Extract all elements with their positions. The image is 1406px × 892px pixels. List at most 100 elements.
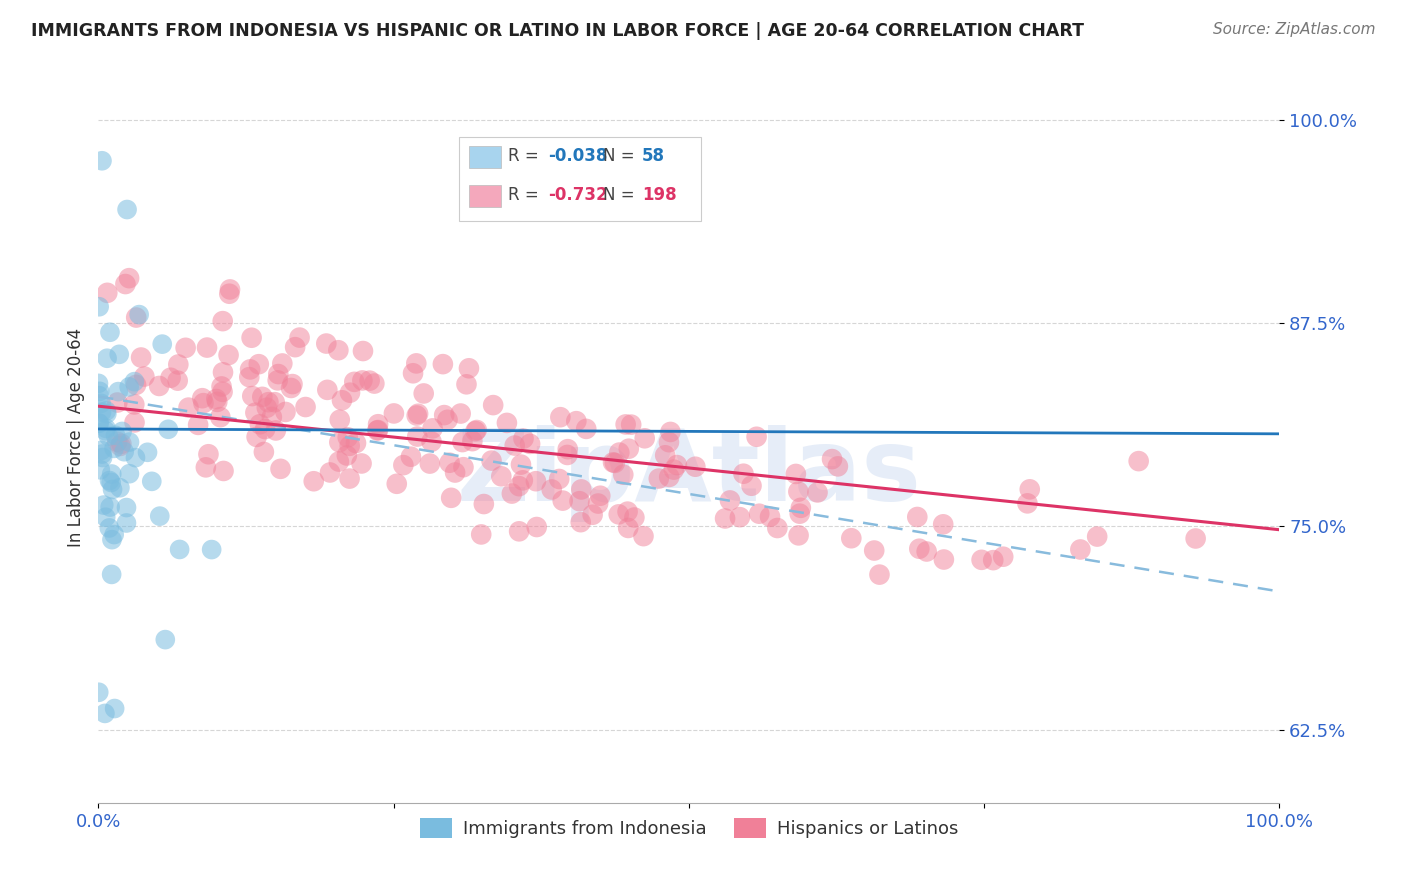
Point — [524, 474, 547, 488]
Point — [607, 445, 630, 459]
Point — [294, 400, 316, 414]
Point — [472, 497, 495, 511]
Point — [108, 347, 131, 361]
Point — [785, 467, 807, 481]
Point — [124, 450, 146, 465]
Point — [270, 462, 292, 476]
Point — [330, 393, 353, 408]
Point — [166, 374, 188, 388]
Point — [589, 489, 612, 503]
Point — [512, 432, 534, 446]
Point — [257, 395, 280, 409]
Point — [1069, 542, 1091, 557]
Point — [118, 467, 141, 481]
Point — [115, 202, 138, 217]
Point — [908, 541, 931, 556]
Point — [315, 336, 337, 351]
Point — [316, 383, 339, 397]
Point — [714, 511, 737, 525]
Point — [177, 401, 200, 415]
Point — [101, 533, 124, 547]
Point — [148, 379, 170, 393]
Point — [405, 409, 427, 423]
Point — [94, 510, 117, 524]
Point — [662, 462, 685, 476]
Point — [665, 458, 688, 472]
Point — [503, 439, 526, 453]
Point — [569, 483, 592, 497]
Point — [501, 486, 523, 500]
Point — [869, 567, 891, 582]
Text: IMMIGRANTS FROM INDONESIA VS HISPANIC OR LATINO IN LABOR FORCE | AGE 20-64 CORRE: IMMIGRANTS FROM INDONESIA VS HISPANIC OR… — [31, 22, 1084, 40]
Point — [100, 567, 122, 582]
Point — [155, 632, 177, 647]
Point — [174, 341, 197, 355]
Point — [91, 447, 114, 461]
Point — [491, 469, 513, 483]
Point — [114, 277, 136, 291]
Point — [932, 517, 955, 532]
Point — [94, 421, 117, 435]
Point — [124, 397, 146, 411]
Point — [336, 449, 359, 463]
Point — [98, 325, 121, 339]
Point — [551, 493, 574, 508]
Point — [254, 422, 277, 436]
Point — [406, 407, 429, 421]
Text: N =: N = — [603, 147, 640, 165]
Point — [367, 423, 389, 437]
Point — [526, 520, 548, 534]
Point — [187, 417, 209, 432]
Point — [419, 457, 441, 471]
Point — [548, 472, 571, 486]
Point — [104, 428, 127, 442]
Text: Source: ZipAtlas.com: Source: ZipAtlas.com — [1212, 22, 1375, 37]
Point — [105, 434, 128, 449]
Point — [366, 424, 388, 438]
Point — [118, 271, 141, 285]
Point — [790, 500, 813, 515]
Point — [550, 410, 572, 425]
Point — [211, 384, 233, 399]
Point — [359, 374, 381, 388]
Point — [461, 434, 484, 449]
Point — [329, 413, 352, 427]
Point — [444, 466, 467, 480]
Point — [281, 377, 304, 392]
Point — [617, 521, 640, 535]
Point — [582, 508, 605, 522]
Text: 198: 198 — [641, 186, 676, 204]
Point — [540, 483, 562, 497]
Point — [98, 521, 121, 535]
Point — [439, 456, 461, 470]
Point — [1017, 496, 1039, 510]
Point — [450, 407, 472, 421]
Point — [264, 424, 287, 438]
Point — [328, 343, 350, 358]
Point — [118, 435, 141, 450]
Point — [205, 392, 228, 406]
Point — [89, 463, 111, 477]
Point — [319, 466, 342, 480]
Point — [402, 366, 425, 380]
Point — [482, 398, 505, 412]
Point — [806, 485, 828, 500]
Point — [440, 491, 463, 505]
Point — [741, 479, 763, 493]
Point — [1085, 530, 1108, 544]
Point — [211, 379, 233, 393]
Point — [90, 405, 112, 419]
Point — [167, 358, 190, 372]
Point — [118, 380, 141, 394]
Point — [103, 527, 125, 541]
Point — [87, 416, 110, 430]
Point — [89, 384, 111, 399]
Point — [191, 391, 214, 405]
Point — [602, 455, 624, 469]
Point — [124, 375, 146, 389]
Point — [108, 481, 131, 495]
Point — [195, 341, 218, 355]
Point — [745, 430, 768, 444]
Point — [603, 456, 626, 470]
Point — [284, 340, 307, 354]
